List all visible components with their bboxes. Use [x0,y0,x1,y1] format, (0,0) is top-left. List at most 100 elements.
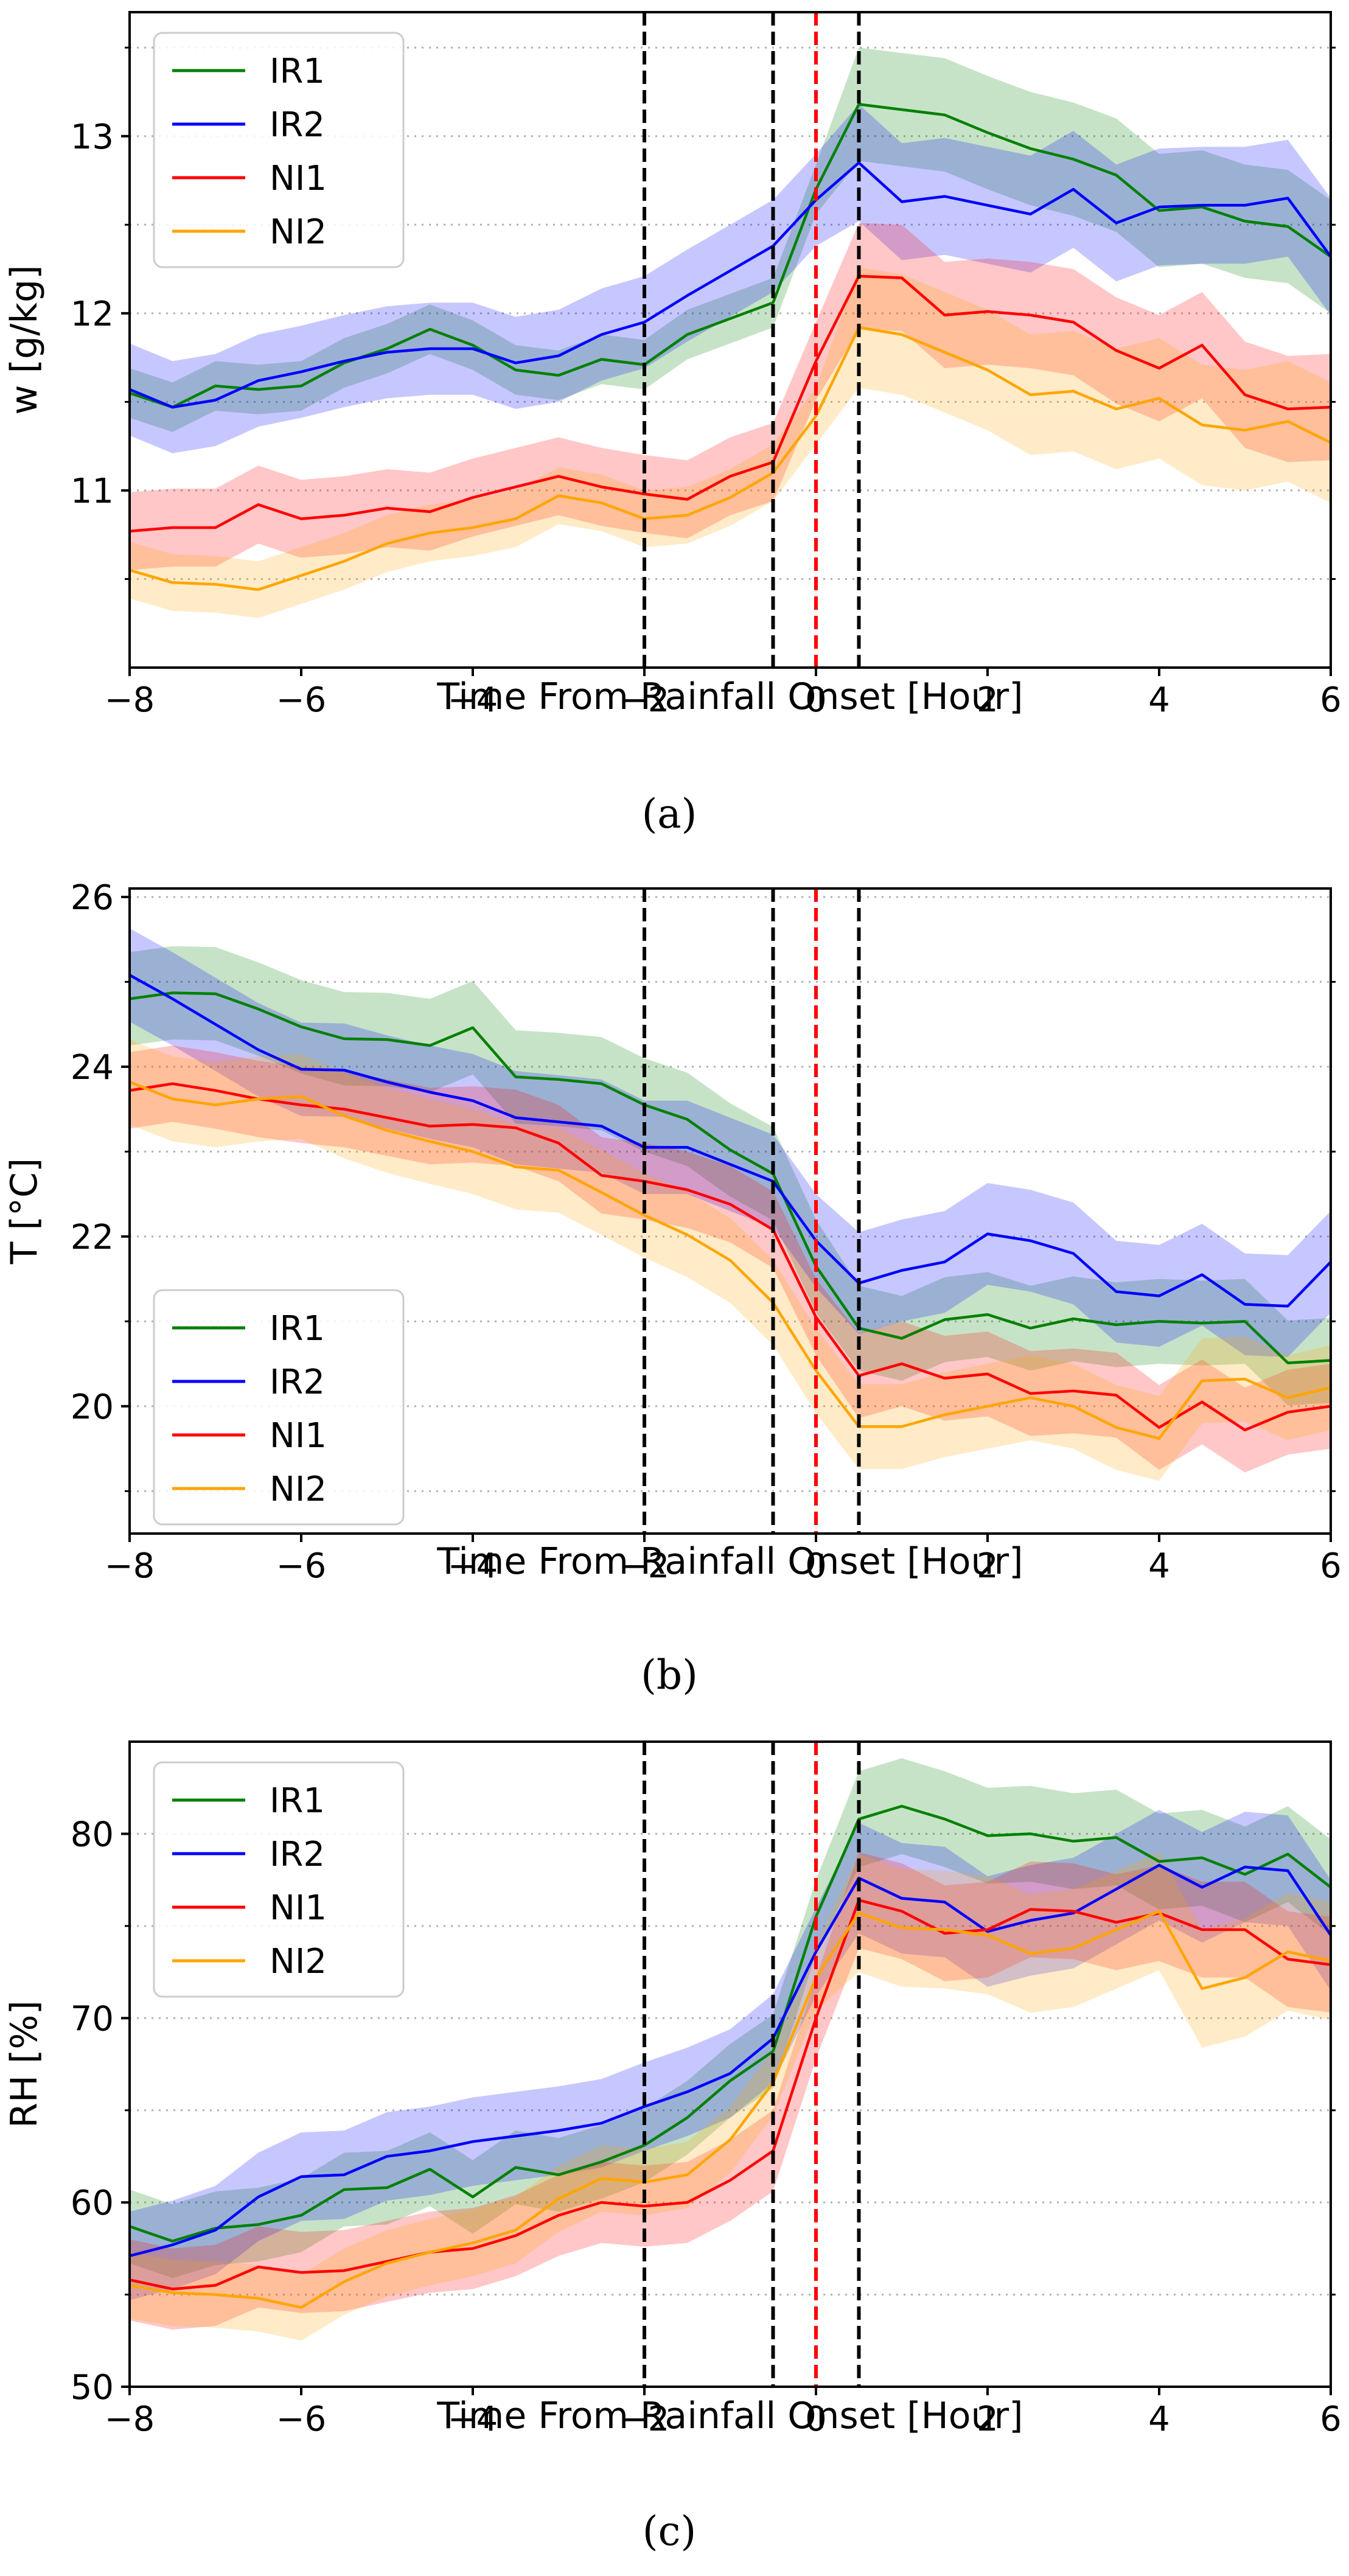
x-tick-label: −4 [448,1546,498,1586]
legend: IR1 IR2 NI1 NI2 [153,1761,405,1998]
panel-1: −8 −6 −4 −2 0 2 4 6 11 12 13 Time From Rainfall Ons… [3,11,1342,837]
series-lines [130,1804,1331,2309]
legend-box [153,1289,405,1526]
legend-label-ni1: NI1 [270,1888,327,1928]
legend-label-ir1: IR1 [270,52,325,91]
y-tick-label: 50 [71,2368,114,2407]
legend: IR1 IR2 NI1 NI2 [153,1289,405,1526]
legend-label-ni1: NI1 [270,159,327,198]
legend-label-ir2: IR2 [270,1363,325,1402]
x-tick-label: 2 [977,1546,999,1586]
y-tick-label: 60 [71,2183,114,2223]
vertical-markers [643,12,861,668]
x-tick-label: 0 [805,1546,827,1586]
panel-3: −8 −6 −4 −2 0 2 4 6 50 60 70 80 Time From Rainfall O… [3,1740,1342,2555]
x-tick-label: −8 [105,680,155,720]
x-tick-label: 6 [1320,2400,1342,2439]
y-tick-label: 22 [71,1218,114,1257]
x-tick-label: 2 [977,680,999,720]
series-line-ni2 [130,1910,1331,2309]
y-tick-label: 13 [71,117,114,157]
series-line-ir2 [130,161,1331,409]
band-ni1 [130,1045,1331,1473]
x-tick-label: −6 [276,680,327,720]
legend: IR1 IR2 NI1 NI2 [153,32,405,268]
x-tick-label: −4 [448,2400,498,2439]
band-ni2 [130,267,1331,618]
x-tick-label: −6 [276,1546,327,1586]
figure-panels: −8 −6 −4 −2 0 2 4 6 11 12 13 Time From Rainfall Ons… [3,11,1342,2555]
x-tick-label: 4 [1148,680,1170,720]
x-tick-label: −6 [276,2400,327,2439]
band-ni1 [130,1852,1331,2330]
x-tick-label: −2 [619,680,670,720]
y-tick-label: 11 [71,472,114,511]
x-tick-label: 6 [1320,1546,1342,1586]
axes-frame [128,11,1332,669]
y-tick-label: 26 [71,878,114,918]
x-tick-label: −8 [105,2400,155,2439]
x-tick-label: 6 [1320,680,1342,720]
x-tick-label: 0 [805,2400,827,2439]
series-line-ir2 [130,1863,1331,2258]
legend-box [153,1761,405,1998]
gridlines [130,1832,1331,2296]
x-axis-label: Time From Rainfall Onset [Hour] [436,675,1023,718]
vertical-markers [643,888,861,1534]
series-line-ni2 [130,326,1331,592]
y-tick-label: 20 [71,1387,114,1427]
series-line-ni1 [130,1082,1331,1432]
x-axis: −8 −6 −4 −2 0 2 4 6 [105,2387,1342,2439]
y-tick-label: 80 [71,1815,114,1854]
y-tick-label: 12 [71,295,114,334]
series-line-ir1 [130,991,1331,1364]
x-tick-label: 4 [1148,1546,1170,1586]
vertical-markers [643,1742,861,2387]
bands [130,1758,1331,2341]
y-axis: 50 60 70 80 [71,1815,1336,2407]
legend-label-ni2: NI2 [270,212,327,252]
series-lines [130,103,1331,592]
legend-box [153,32,405,268]
x-tick-label: 4 [1148,2400,1170,2439]
panel-label: (c) [643,2508,696,2555]
y-axis: 20 22 24 26 [71,878,1336,1492]
panel-label: (a) [642,791,697,837]
band-ir2 [130,928,1331,1357]
series-line-ni2 [130,1080,1331,1440]
bands [130,47,1331,618]
x-axis-label: Time From Rainfall Onset [Hour] [436,2395,1023,2437]
x-axis: −8 −6 −4 −2 0 2 4 6 [105,668,1342,720]
y-axis-label: T [°C] [3,1158,46,1265]
y-tick-label: 70 [71,1999,114,2039]
panel-label: (b) [641,1652,698,1698]
series-lines [130,974,1331,1440]
x-axis-label: Time From Rainfall Onset [Hour] [436,1540,1023,1583]
gridlines [130,46,1331,580]
y-axis: 11 12 13 [71,46,1336,580]
legend-label-ir2: IR2 [270,105,325,145]
x-tick-label: 2 [977,2400,999,2439]
legend-label-ni2: NI2 [270,1470,327,1509]
legend-label-ir2: IR2 [270,1835,325,1874]
band-ir1 [130,47,1331,432]
band-ir1 [130,946,1331,1406]
series-line-ni1 [130,1899,1331,2291]
x-tick-label: −2 [619,2400,670,2439]
series-line-ir1 [130,103,1331,409]
y-axis-label: w [g/kg] [3,265,46,414]
band-ir2 [130,104,1331,453]
band-ni2 [130,1852,1331,2341]
gridlines [130,896,1331,1492]
legend-label-ir1: IR1 [270,1781,325,1821]
x-tick-label: −2 [619,1546,670,1586]
legend-label-ni1: NI1 [270,1416,327,1456]
band-ir2 [130,1810,1331,2300]
band-ir1 [130,1758,1331,2278]
x-tick-label: −8 [105,1546,155,1586]
axes-frame [128,1740,1332,2388]
x-tick-label: −4 [448,680,498,720]
axes-frame [128,887,1332,1535]
